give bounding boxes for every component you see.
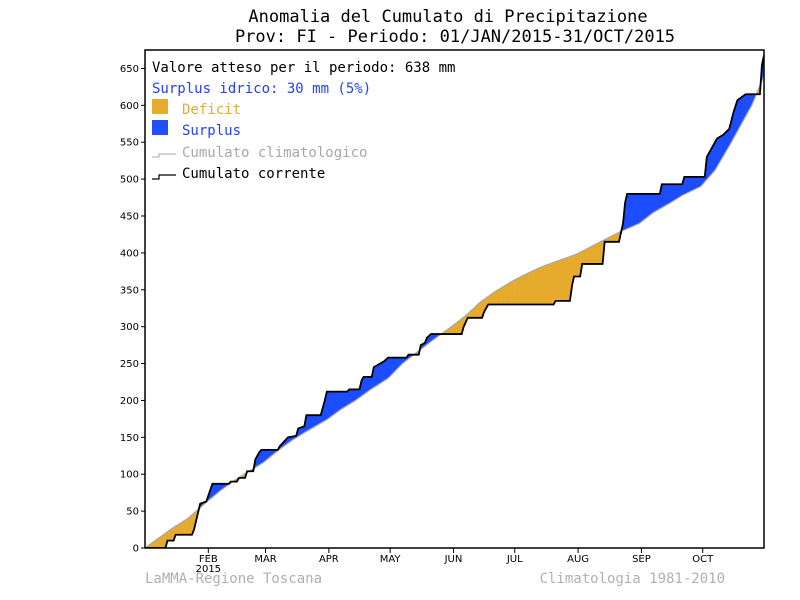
plot-area (145, 54, 764, 548)
anomaly-fills (145, 55, 764, 548)
chart-subtitle: Prov: FI - Periodo: 01/JAN/2015-31/OCT/2… (235, 27, 675, 47)
chart-title: Anomalia del Cumulato di Precipitazione (248, 7, 647, 27)
